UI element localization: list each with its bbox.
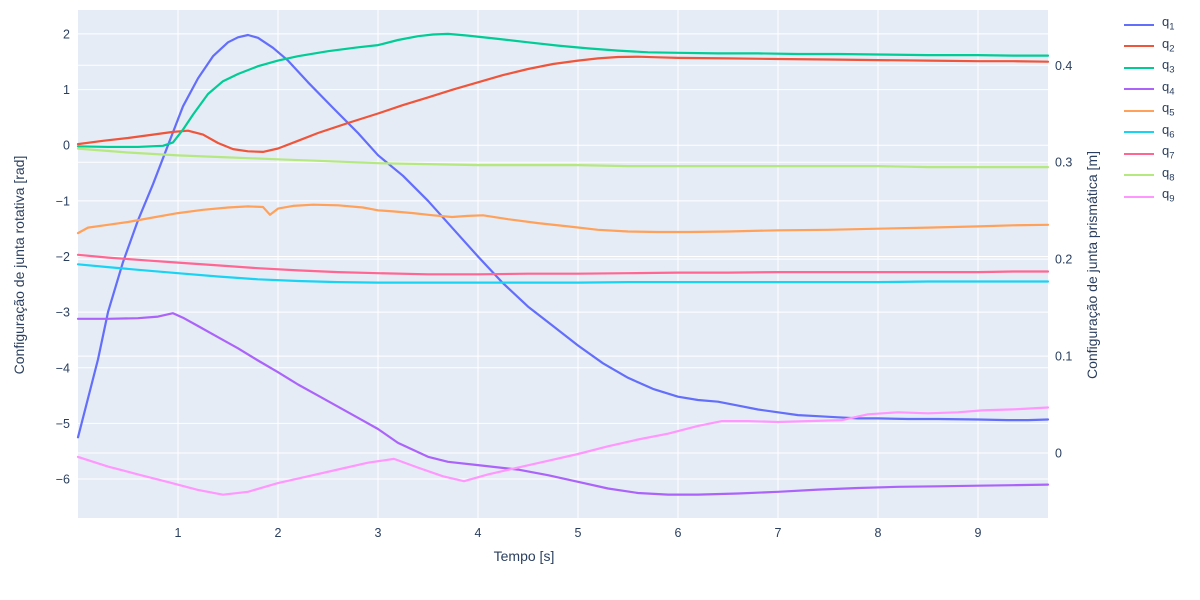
x-tick-label: 6 [675,526,682,540]
y-left-tick-label: −3 [56,306,70,320]
legend-label-q8: q8 [1162,164,1175,184]
y-left-tick-label: 2 [63,27,70,41]
legend-label-q9: q9 [1162,186,1175,206]
y-right-axis-title: Configuração de junta prismática [m] [1084,151,1100,379]
x-tick-label: 9 [975,526,982,540]
legend-label-q3: q3 [1162,57,1175,77]
y-right-tick-label: 0.3 [1055,156,1072,170]
legend-item-q4[interactable]: q4 [1124,79,1175,101]
legend-item-q2[interactable]: q2 [1124,36,1175,58]
legend-item-q3[interactable]: q3 [1124,57,1175,79]
y-left-tick-label: −2 [56,250,70,264]
plot-background[interactable] [78,10,1048,518]
series-q6-line[interactable] [76,263,1050,284]
x-tick-label: 7 [775,526,782,540]
legend-line-swatch-q4 [1124,88,1154,91]
legend-line-swatch-q5 [1124,109,1154,112]
legend-label-q1: q1 [1162,14,1175,34]
legend-item-q8[interactable]: q8 [1124,165,1175,187]
y-left-tick-label: −4 [56,361,70,375]
y-right-tick-label: 0.2 [1055,253,1072,267]
y-left-tick-label: 0 [63,139,70,153]
legend-item-q1[interactable]: q1 [1124,14,1175,36]
x-tick-label: 3 [375,526,382,540]
series-q3-line[interactable] [76,32,1050,148]
legend-item-q5[interactable]: q5 [1124,100,1175,122]
x-tick-label: 5 [575,526,582,540]
y-right-tick-label: 0.1 [1055,350,1072,364]
series-q2-line[interactable] [76,55,1050,153]
y-left-axis-title: Configuração de junta rotativa [rad] [11,155,27,375]
legend-label-q7: q7 [1162,143,1175,163]
x-tick-label: 8 [875,526,882,540]
series-q8-line[interactable] [76,147,1050,169]
legend-label-q5: q5 [1162,100,1175,120]
x-tick-label: 2 [275,526,282,540]
series-q4-line[interactable] [76,312,1050,496]
legend-line-swatch-q6 [1124,131,1154,134]
series-q9-line[interactable] [76,406,1050,496]
legend-line-swatch-q1 [1124,23,1154,26]
y-right-tick-label: 0 [1055,447,1062,461]
legend-label-q6: q6 [1162,121,1175,141]
legend: q1 q2 q3 q4 q5 q6 q7 q8 q9 [1124,14,1175,208]
y-left-tick-label: −6 [56,473,70,487]
x-axis-title: Tempo [s] [493,548,555,564]
series-q7-line[interactable] [76,253,1050,276]
legend-label-q2: q2 [1162,35,1175,55]
legend-line-swatch-q3 [1124,66,1154,69]
legend-item-q6[interactable]: q6 [1124,122,1175,144]
x-tick-label: 1 [175,526,182,540]
series-q5-line[interactable] [76,203,1050,235]
y-left-tick-label: −5 [56,417,70,431]
legend-item-q9[interactable]: q9 [1124,186,1175,208]
y-left-tick-label: 1 [63,83,70,97]
x-tick-label: 4 [475,526,482,540]
legend-line-swatch-q8 [1124,174,1154,177]
legend-line-swatch-q9 [1124,195,1154,198]
legend-label-q4: q4 [1162,78,1175,98]
y-left-tick-label: −1 [56,194,70,208]
legend-line-swatch-q2 [1124,45,1154,48]
y-right-tick-label: 0.4 [1055,59,1072,73]
series-q1-line[interactable] [76,33,1050,439]
legend-item-q7[interactable]: q7 [1124,143,1175,165]
legend-line-swatch-q7 [1124,152,1154,155]
